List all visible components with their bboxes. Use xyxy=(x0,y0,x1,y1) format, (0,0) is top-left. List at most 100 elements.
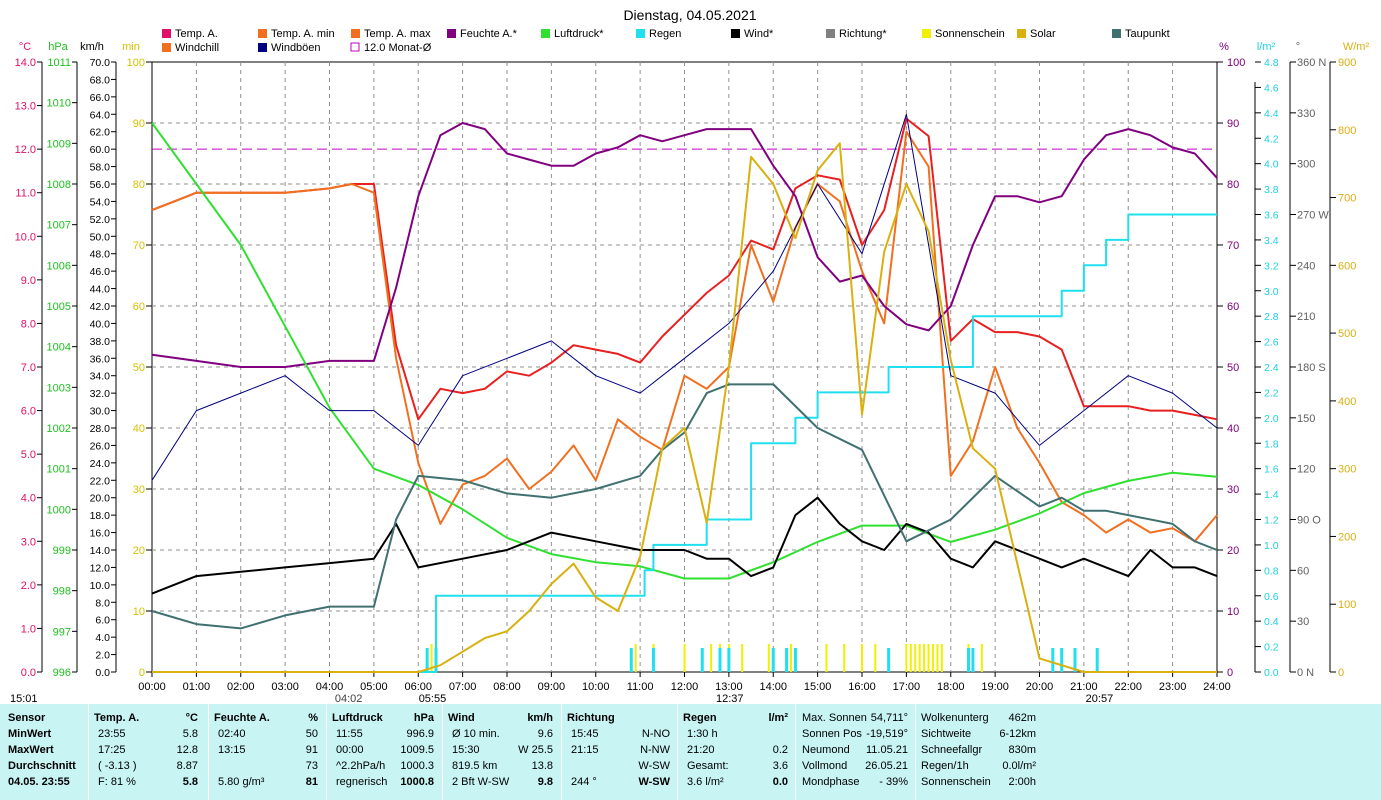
y-tick-label: 12.0 xyxy=(15,144,36,156)
legend-swatch xyxy=(258,43,267,52)
rain-label: 21:20 xyxy=(687,744,715,756)
y-tick-label: 150 xyxy=(1297,413,1315,425)
y-tick-label: 10 xyxy=(133,606,145,618)
y-tick-label: 270 W xyxy=(1297,210,1329,222)
sun-value: 11.05.21 xyxy=(865,744,908,756)
series-temp-a xyxy=(151,117,1218,421)
y-tick-label: 2.0 xyxy=(21,580,36,592)
y-tick-label: 0.6 xyxy=(1264,591,1279,603)
y-tick-label: 1011 xyxy=(47,57,71,69)
y-tick-label: 4.0 xyxy=(1264,159,1279,171)
y-tick-label: 38.0 xyxy=(90,336,111,348)
sun-marker-label: 20:57 xyxy=(1086,693,1114,704)
y-tick-label: 50.0 xyxy=(90,231,111,243)
y-tick-label: 46.0 xyxy=(90,266,111,278)
dir-label: 15:45 xyxy=(571,728,599,740)
y-tick-label: 70 xyxy=(1227,240,1239,252)
y-tick-label: 40.0 xyxy=(90,318,111,330)
y-tick-label: 1.0 xyxy=(21,623,36,635)
y-tick-label: 200 xyxy=(1338,531,1356,543)
y-tick-label: 32.0 xyxy=(90,388,111,400)
y-tick-label: 68.0 xyxy=(90,74,111,86)
y-tick-label: 44.0 xyxy=(90,284,111,296)
dir-value: W-SW xyxy=(638,760,670,772)
dir-label: 21:15 xyxy=(571,744,599,756)
y-tick-label: 1.0 xyxy=(1264,540,1279,552)
y-tick-label: 24.0 xyxy=(90,458,111,470)
x-tick-label: 11:00 xyxy=(627,681,654,693)
hum-value: 73 xyxy=(305,760,318,772)
y-tick-label: 300 xyxy=(1338,464,1356,476)
sun-marker-label: 12:37 xyxy=(716,693,744,704)
y-tick-label: 240 xyxy=(1297,260,1315,272)
temp-label: 17:25 xyxy=(98,744,126,756)
y-tick-label: 10.0 xyxy=(90,580,111,592)
y-tick-label: 1000 xyxy=(47,504,71,516)
misc-label: Schneefallgr xyxy=(921,744,983,756)
sun-label: Vollmond xyxy=(802,760,848,772)
y-tick-label: 4.8 xyxy=(1264,57,1279,69)
rain-label: Gesamt: xyxy=(687,760,729,772)
y-tick-label: 10.0 xyxy=(15,231,36,243)
y-tick-label: 70 xyxy=(133,240,145,252)
x-tick-label: 04:00 xyxy=(316,681,344,693)
y-tick-label: 5.0 xyxy=(21,449,36,461)
y-tick-label: 1.8 xyxy=(1264,438,1279,450)
y-tick-label: 1008 xyxy=(47,179,71,191)
hum-value: 81 xyxy=(305,776,318,788)
legend-label: Luftdruck* xyxy=(554,28,604,40)
legend-label: Sonnenschein xyxy=(935,28,1005,40)
y-tick-label: 3.0 xyxy=(21,536,36,548)
x-tick-label: 18:00 xyxy=(937,681,965,693)
y-tick-label: 90 O xyxy=(1297,515,1321,527)
y-tick-label: 998 xyxy=(53,586,71,598)
temp-label: 23:55 xyxy=(98,728,126,740)
x-tick-label: 09:00 xyxy=(538,681,566,693)
y-tick-label: 2.8 xyxy=(1264,311,1279,323)
y-tick-label: 36.0 xyxy=(90,353,111,365)
y-tick-label: 4.2 xyxy=(1264,133,1279,145)
sun-value: 26.05.21 xyxy=(865,760,908,772)
y-tick-label: 64.0 xyxy=(90,109,111,121)
y-tick-label: 16.0 xyxy=(90,528,111,540)
y-tick-label: 997 xyxy=(53,626,71,638)
y-tick-label: 7.0 xyxy=(21,362,36,374)
y-tick-label: 62.0 xyxy=(90,127,111,139)
x-tick-label: 17:00 xyxy=(893,681,921,693)
x-tick-label: 10:00 xyxy=(582,681,610,693)
press-value: 1000.3 xyxy=(400,760,434,772)
hum-value: 91 xyxy=(305,744,318,756)
misc-value: 0.0l/m² xyxy=(1002,760,1036,772)
y-tick-label: 30 xyxy=(133,484,145,496)
y-tick-label: 34.0 xyxy=(90,371,111,383)
legend-label: Feuchte A.* xyxy=(460,28,518,40)
hum-label: 02:40 xyxy=(218,728,246,740)
wind-value: 13.8 xyxy=(531,760,553,772)
legend-label: Wind* xyxy=(744,28,774,40)
temp-value: 12.8 xyxy=(176,744,198,756)
y-tick-label: 90 xyxy=(133,118,145,130)
y-tick-label: 20.0 xyxy=(90,493,111,505)
y-tick-label: 66.0 xyxy=(90,92,111,104)
press-value: 1009.5 xyxy=(400,744,434,756)
x-tick-label: 14:00 xyxy=(759,681,787,693)
y-tick-label: 3.8 xyxy=(1264,184,1279,196)
misc-value: 2:00h xyxy=(1008,776,1036,788)
unit-press: hPa xyxy=(413,712,434,724)
chart-legend: Temp. A. Temp. A. min Temp. A. max Feuchte … xyxy=(162,28,1170,54)
x-tick-label: 16:00 xyxy=(848,681,876,693)
misc-value: 462m xyxy=(1008,712,1036,724)
y-tick-label: 700 xyxy=(1338,193,1356,205)
legend-label: 12.0 Monat-Ø xyxy=(364,42,432,54)
misc-label: Sonnenschein xyxy=(921,776,991,788)
sensor-label: 04.05. 23:55 xyxy=(8,776,70,788)
y-tick-label: 1001 xyxy=(47,464,71,476)
y-tick-label: 0.0 xyxy=(95,667,110,679)
sensor-label: Durchschnitt xyxy=(8,760,76,772)
y-tick-label: 1.6 xyxy=(1264,464,1279,476)
y-tick-label: 4.0 xyxy=(21,493,36,505)
y-tick-label: 1010 xyxy=(47,98,71,110)
chart-axes: 00:00 01:00 02:00 03:00 04:00 05:00 06:00 07:00… xyxy=(10,41,1369,704)
legend-label: Temp. A. min xyxy=(271,28,335,40)
sun-label: Max. Sonnen xyxy=(802,712,867,724)
